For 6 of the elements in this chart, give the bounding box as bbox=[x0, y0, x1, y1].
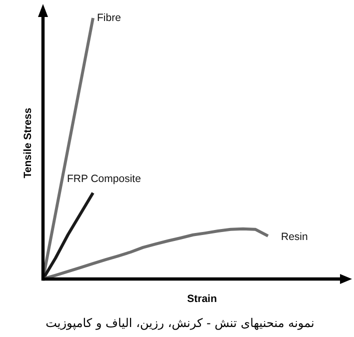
y-axis-title: Tensile Stress bbox=[22, 108, 34, 178]
x-axis-title: Strain bbox=[187, 293, 217, 305]
series-label: Resin bbox=[281, 230, 308, 243]
series-label: FRP Composite bbox=[67, 172, 142, 185]
text: نمونه منحنیهای تنش - کرنش، رزین، الیاف و کامپوزیت bbox=[46, 316, 314, 330]
series-label: Fibre bbox=[97, 12, 122, 24]
